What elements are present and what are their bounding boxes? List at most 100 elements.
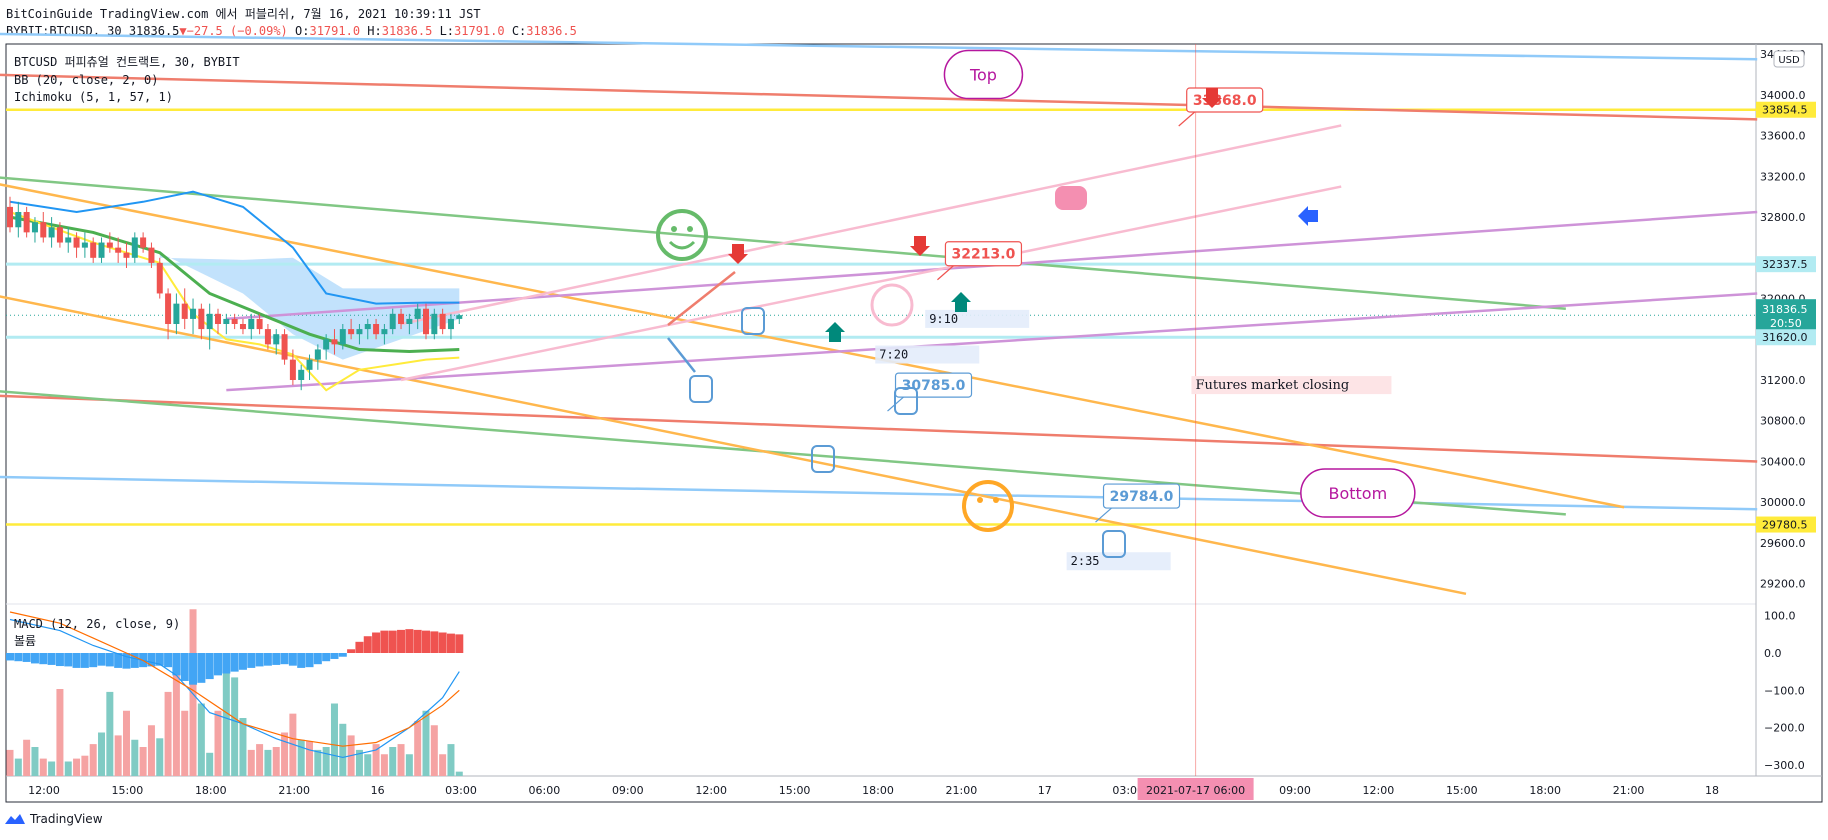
candle-body [90, 242, 97, 258]
brand-label: TradingView [30, 812, 103, 826]
candle-body [65, 237, 72, 243]
macd-histogram-bar [14, 653, 23, 662]
candle-body [31, 222, 38, 233]
candle-body [373, 324, 380, 335]
red-mid-line [0, 394, 1758, 463]
volume-bar [89, 744, 97, 776]
high-value: 31836.5 [381, 24, 433, 38]
x-axis-tick-label: 18:00 [195, 784, 227, 797]
note-box [1191, 376, 1392, 395]
x-axis-tick-label: 15:00 [1446, 784, 1478, 797]
volume-bar [106, 691, 114, 776]
last-price-tag [1756, 299, 1816, 332]
open-value: 31791.0 [309, 24, 361, 38]
macd-histogram-bar [430, 631, 439, 653]
green-up-arrow-icon [825, 322, 845, 342]
price-callout-box [1102, 483, 1181, 509]
macd-histogram-bar [330, 653, 339, 659]
volume-bar [339, 723, 347, 776]
macd-histogram-bar [397, 629, 406, 653]
macd-histogram-bar [446, 633, 455, 653]
macd-histogram-bar [255, 653, 264, 667]
x-axis-tick-label: 17 [1038, 784, 1052, 797]
candle-body [256, 318, 263, 330]
candle-body [389, 313, 396, 330]
candle-body [298, 369, 305, 380]
macd-histogram-bar [247, 653, 256, 668]
candle-body [356, 329, 363, 335]
volume-bar [73, 758, 81, 776]
macd-histogram-bar [47, 653, 56, 665]
green-upper-line [0, 176, 1566, 310]
price-level-tag [1756, 329, 1816, 346]
volume-bar [422, 710, 430, 776]
macd-histogram-bar [97, 653, 106, 666]
volume-bar [239, 718, 247, 776]
candle-body [198, 308, 205, 330]
macd-signal-line [9, 611, 460, 747]
volume-bar [81, 755, 89, 776]
volume-bar [147, 725, 155, 776]
candle-body [431, 313, 438, 335]
candle-body [215, 313, 221, 324]
low-label: L: [439, 24, 455, 38]
macd-y-tick-label: 0.0 [1764, 647, 1782, 660]
x-axis-tick-label: 18:00 [862, 784, 894, 797]
x-axis-tick-label: 09:00 [612, 784, 644, 797]
high-label: H: [367, 24, 382, 38]
x-axis-tick-label: 21:00 [946, 784, 978, 797]
volume-bar [222, 667, 230, 776]
macd-histogram-bar [280, 653, 289, 665]
y-axis-tick-label: 34000.0 [1760, 89, 1806, 102]
macd-histogram-bar [114, 653, 123, 668]
macd-histogram-bar [222, 653, 231, 674]
macd-histogram-bar [438, 632, 447, 653]
macd-histogram-bar [172, 653, 181, 676]
price-callout-pointer [1095, 507, 1112, 523]
macd-histogram-bar [130, 653, 139, 668]
bollinger-upper-band [9, 190, 460, 305]
legend-bb: BB (20, close, 2, 0) [14, 73, 159, 87]
candle-body [331, 339, 338, 345]
footer-brand[interactable]: TradingView [4, 812, 103, 826]
macd-histogram-bar [405, 629, 414, 653]
macd-histogram-bar [89, 653, 98, 668]
currency-button[interactable] [1773, 50, 1805, 68]
macd-histogram-bar [189, 653, 198, 685]
legend-macd: MACD (12, 26, close, 9) [14, 617, 180, 631]
macd-histogram-bar [238, 653, 247, 670]
volume-bar [397, 744, 405, 776]
price-callout-box [1186, 87, 1264, 113]
macd-histogram-bar [205, 653, 214, 680]
volume-bar [455, 771, 463, 776]
macd-histogram-bar [355, 641, 364, 653]
volume-bar [439, 754, 447, 776]
macd-histogram-bar [297, 653, 306, 668]
publisher-line: BitCoinGuide TradingView.com 에서 퍼블리쉬, 7월… [6, 7, 481, 21]
candle-body [140, 237, 147, 248]
happy-face-icon-eye [687, 226, 693, 232]
y-axis-tick-label: 30400.0 [1760, 455, 1806, 468]
price-callout-label: 29784.0 [1110, 489, 1174, 505]
arrow-down-line [667, 337, 696, 373]
volume-bar [181, 710, 189, 776]
price-callout-label: 33868.0 [1193, 93, 1257, 109]
bar-countdown-label: 20:50 [1770, 317, 1802, 330]
time-duration-label: 9:10 [929, 312, 958, 326]
x-axis-tick-label: 16 [371, 784, 385, 797]
macd-histogram-bar [230, 653, 239, 672]
x-axis-tick-label: 12:00 [1363, 784, 1395, 797]
volume-bar [430, 725, 438, 776]
volume-bar [231, 677, 239, 776]
close-label: C: [511, 24, 527, 38]
arrow-up-line [667, 271, 736, 326]
candle-body [281, 334, 288, 360]
volume-bar [206, 752, 214, 776]
macd-histogram-bar [380, 630, 389, 653]
dizzy-face-icon-eye [977, 497, 983, 503]
currency-label: USD [1778, 55, 1800, 66]
volume-bar [306, 741, 314, 776]
green-up-arrow-icon [951, 292, 971, 312]
candle-body [306, 359, 313, 370]
